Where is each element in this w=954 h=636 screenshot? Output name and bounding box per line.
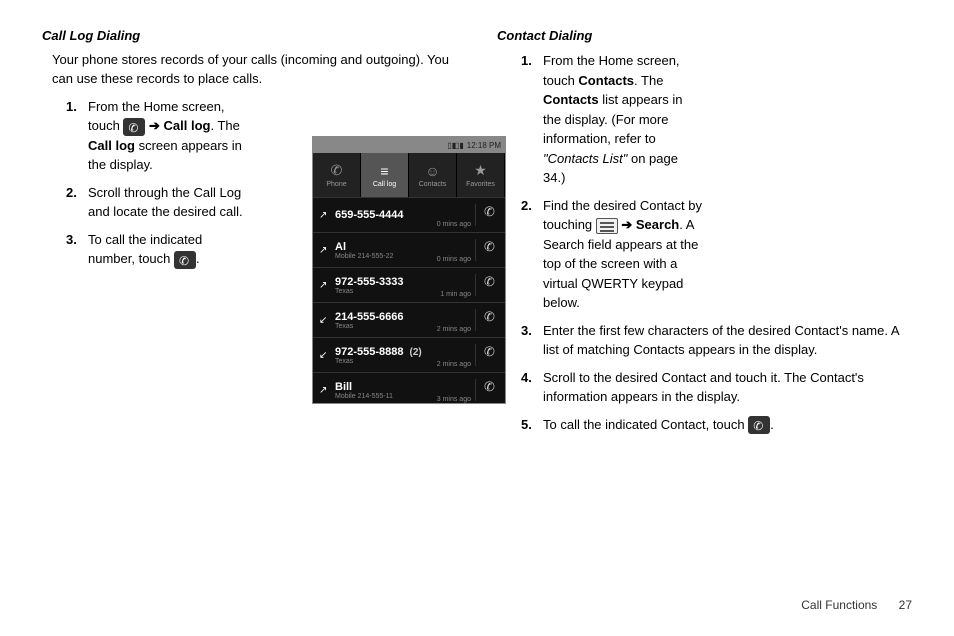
call-log-row[interactable]: ↗ 659-555-4444 0 mins ago ✆ (313, 197, 505, 232)
call-button[interactable]: ✆ (475, 239, 499, 261)
outgoing-icon: ↗ (319, 245, 331, 256)
star-icon: ★ (474, 162, 487, 179)
step-1: From the Home screen, touch Contacts. Th… (521, 51, 912, 188)
phone-icon (748, 416, 770, 434)
contacts-icon: ☺ (425, 163, 439, 179)
list-icon: ≡ (380, 163, 388, 179)
step-4: Scroll to the desired Contact and touch … (521, 368, 912, 407)
signal-icon: ▯◧▮ (447, 141, 463, 150)
tab-call-log[interactable]: ≡Call log (361, 153, 409, 197)
call-button[interactable]: ✆ (475, 379, 499, 401)
tab-contacts[interactable]: ☺Contacts (409, 153, 457, 197)
call-log-row[interactable]: ↗ AlMobile 214-555-22 0 mins ago ✆ (313, 232, 505, 267)
tab-row: ✆Phone ≡Call log ☺Contacts ★Favorites (313, 153, 505, 197)
call-log-row[interactable]: ↗ BillMobile 214-555-11 3 mins ago ✆ (313, 372, 505, 407)
left-column: Call Log Dialing Your phone stores recor… (42, 28, 457, 442)
outgoing-icon: ↗ (319, 280, 331, 291)
incoming-icon: ↙ (319, 350, 331, 361)
status-bar: ▯◧▮ 12:18 PM (313, 137, 505, 153)
call-button[interactable]: ✆ (475, 309, 499, 331)
section-title-call-log: Call Log Dialing (42, 28, 457, 43)
right-column: Contact Dialing From the Home screen, to… (497, 28, 912, 442)
clock: 12:18 PM (467, 141, 501, 150)
footer-section: Call Functions (801, 598, 877, 612)
intro-text: Your phone stores records of your calls … (52, 51, 457, 89)
tab-phone[interactable]: ✆Phone (313, 153, 361, 197)
incoming-icon: ↙ (319, 315, 331, 326)
call-button[interactable]: ✆ (475, 274, 499, 296)
menu-icon (596, 218, 618, 234)
page-footer: Call Functions 27 (801, 598, 912, 612)
step-2: Find the desired Contact by touching ➔ S… (521, 196, 912, 313)
call-log-screenshot: ▯◧▮ 12:18 PM ✆Phone ≡Call log ☺Contacts … (312, 136, 506, 404)
outgoing-icon: ↗ (319, 210, 331, 221)
contact-dialing-steps: From the Home screen, touch Contacts. Th… (521, 51, 912, 434)
call-button[interactable]: ✆ (475, 204, 499, 226)
call-button[interactable]: ✆ (475, 344, 499, 366)
call-log-row[interactable]: ↙ 972-555-8888(2)Texas 2 mins ago ✆ (313, 337, 505, 372)
page-number: 27 (899, 598, 912, 612)
phone-icon (123, 118, 145, 136)
phone-icon: ✆ (331, 162, 343, 179)
call-log-list: ↗ 659-555-4444 0 mins ago ✆ ↗ AlMobile 2… (313, 197, 505, 407)
outgoing-icon: ↗ (319, 385, 331, 396)
section-title-contact-dialing: Contact Dialing (497, 28, 912, 43)
call-log-row[interactable]: ↗ 972-555-3333Texas 1 min ago ✆ (313, 267, 505, 302)
call-log-row[interactable]: ↙ 214-555-6666Texas 2 mins ago ✆ (313, 302, 505, 337)
phone-icon (174, 251, 196, 269)
step-3: Enter the first few characters of the de… (521, 321, 912, 360)
step-5: To call the indicated Contact, touch . (521, 415, 912, 435)
